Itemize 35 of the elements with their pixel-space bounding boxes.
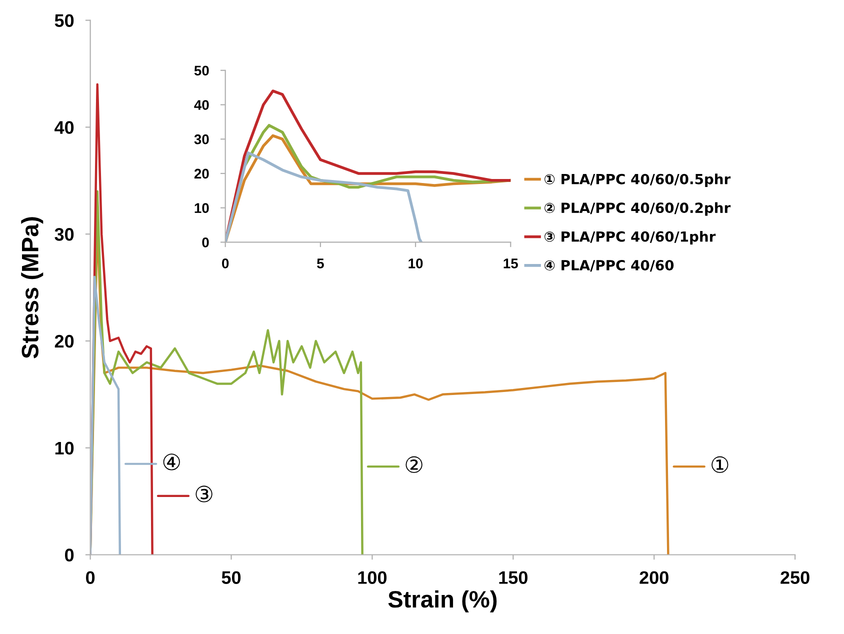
annotation: ③	[196, 486, 212, 502]
line-series	[225, 151, 423, 242]
x-tick-label: 15	[504, 258, 518, 268]
x-tick-label: 10	[408, 258, 423, 268]
annotation: ①	[712, 456, 728, 473]
x-tick-label: 100	[358, 571, 387, 584]
y-tick-label: 50	[54, 14, 74, 28]
x-tick-label: 5	[317, 258, 324, 268]
legend-label: ① PLA/PPC 40/60/0.5phr	[544, 174, 731, 188]
y-tick-label: 20	[194, 168, 209, 179]
x-tick-label: 150	[499, 571, 528, 584]
y-tick-label: 40	[54, 121, 74, 134]
y-tick-label: 0	[65, 548, 74, 562]
legend-label: ④ PLA/PPC 40/60	[544, 260, 674, 272]
x-tick-label: 50	[222, 571, 241, 584]
x-tick-label: 200	[640, 571, 668, 584]
line-series	[90, 276, 122, 555]
legend-label: ② PLA/PPC 40/60/0.2phr	[544, 202, 731, 216]
y-tick-label: 10	[194, 203, 209, 213]
annotation: ④	[163, 454, 180, 470]
y-tick-label: 30	[54, 228, 74, 241]
y-axis-title: Stress (MPa)	[21, 217, 44, 358]
y-tick-label: 50	[194, 66, 209, 76]
line-series	[90, 190, 364, 555]
annotation: ②	[406, 456, 422, 473]
x-tick-label: 0	[86, 571, 95, 584]
y-tick-label: 0	[202, 238, 209, 248]
x-axis-title: Strain (%)	[388, 590, 497, 612]
x-tick-label: 0	[222, 258, 229, 268]
y-tick-label: 30	[194, 134, 209, 144]
y-tick-label: 40	[194, 100, 209, 110]
y-tick-label: 10	[55, 442, 74, 455]
x-tick-label: 250	[780, 571, 810, 584]
legend-label: ③ PLA/PPC 40/60/1phr	[544, 231, 716, 244]
y-tick-label: 20	[54, 334, 74, 348]
